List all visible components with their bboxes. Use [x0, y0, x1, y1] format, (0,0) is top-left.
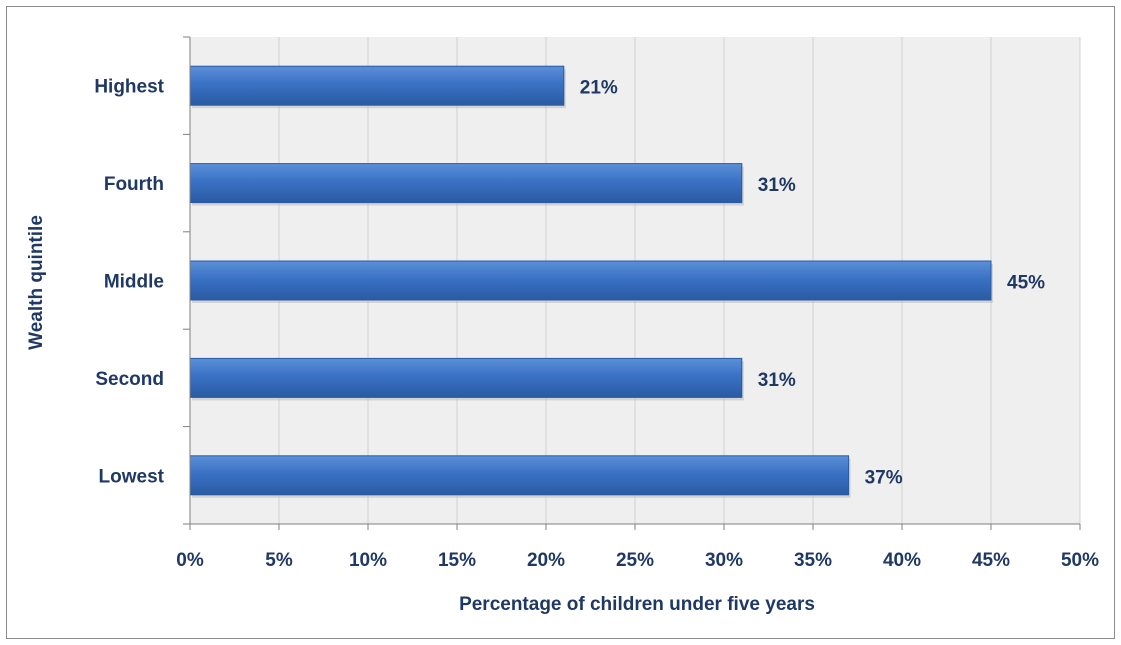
bar-highest — [189, 65, 565, 106]
x-tick-label: 25% — [616, 550, 654, 571]
bar-lowest — [189, 455, 850, 496]
x-tick-label: 35% — [794, 550, 832, 571]
x-tick-label: 40% — [883, 550, 921, 571]
category-label: Highest — [94, 77, 164, 98]
x-axis-title: Percentage of children under five years — [459, 594, 815, 615]
x-tick-label: 0% — [176, 550, 204, 571]
bar-middle — [189, 260, 992, 301]
data-label: 31% — [758, 175, 796, 196]
labels: 0% 5% 10% 15% 20% 25% 30% 35% 40% 45% 50% Highest 21… — [94, 77, 1099, 571]
x-tick-label: 5% — [265, 550, 293, 571]
x-tick-label: 10% — [349, 550, 387, 571]
bars — [189, 65, 993, 498]
x-tick-label: 20% — [527, 550, 565, 571]
x-tick-label: 45% — [972, 550, 1010, 571]
category-label: Lowest — [99, 466, 165, 487]
x-tick-label: 50% — [1061, 550, 1099, 571]
data-label: 31% — [758, 370, 796, 391]
category-label: Second — [95, 369, 164, 390]
y-axis-title: Wealth quintile — [26, 215, 47, 350]
category-label: Fourth — [104, 174, 164, 195]
x-tick-label: 15% — [438, 550, 476, 571]
data-label: 37% — [865, 467, 903, 488]
x-tick-label: 30% — [705, 550, 743, 571]
bar-fourth — [189, 163, 743, 204]
data-label: 45% — [1007, 273, 1045, 294]
axes — [183, 36, 1081, 530]
category-label: Middle — [104, 272, 164, 293]
bar-second — [189, 357, 743, 398]
data-label: 21% — [580, 78, 618, 99]
